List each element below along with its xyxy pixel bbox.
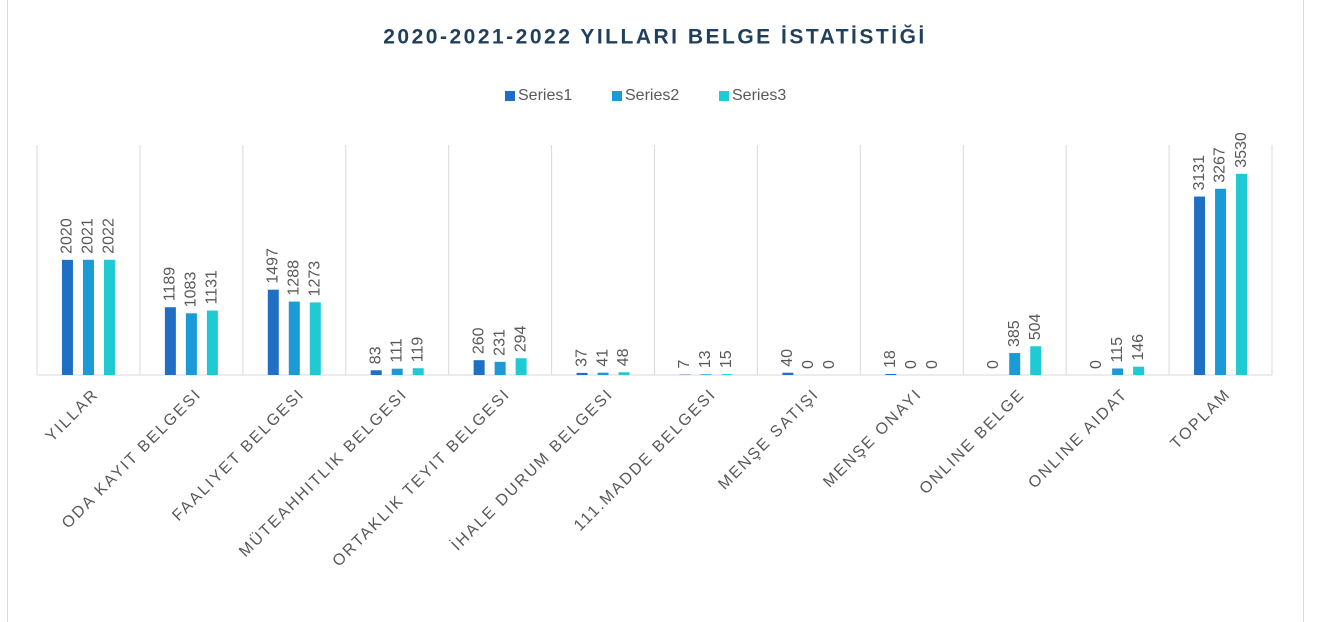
- value-label: 0: [903, 360, 920, 369]
- value-label: 385: [1006, 320, 1023, 347]
- value-label: 111: [388, 338, 405, 362]
- bar: [721, 374, 733, 375]
- value-label: 2021: [80, 218, 97, 254]
- bar: [782, 372, 794, 375]
- value-label: 260: [470, 327, 487, 354]
- bar: [309, 302, 321, 375]
- bar: [515, 358, 527, 375]
- value-label: 83: [367, 346, 384, 364]
- bar: [885, 373, 897, 375]
- value-label: 294: [512, 325, 529, 352]
- value-label: 15: [718, 350, 735, 368]
- bar: [494, 361, 506, 375]
- bar: [164, 307, 176, 375]
- bar: [185, 313, 197, 375]
- legend-label: Series1: [518, 87, 572, 104]
- value-label: 0: [800, 360, 817, 369]
- value-label: 7: [676, 360, 693, 369]
- bar: [700, 374, 712, 375]
- bar: [1215, 188, 1227, 375]
- legend-swatch: [612, 91, 622, 101]
- value-label: 3530: [1233, 132, 1250, 168]
- value-label: 231: [491, 329, 508, 356]
- bar: [61, 259, 73, 375]
- value-label: 0: [821, 360, 838, 369]
- value-label: 119: [409, 337, 426, 363]
- value-label: 37: [573, 349, 590, 367]
- value-label: 41: [594, 349, 611, 367]
- bar: [1194, 196, 1206, 375]
- bar: [370, 370, 382, 375]
- chart-border: [7, 0, 1304, 622]
- bar: [1112, 368, 1124, 375]
- value-label: 504: [1027, 313, 1044, 340]
- value-label: 2020: [59, 218, 76, 254]
- value-label: 13: [697, 350, 714, 368]
- bar: [597, 372, 609, 375]
- bar: [1030, 346, 1042, 375]
- legend-swatch: [505, 91, 515, 101]
- value-label: 1131: [204, 270, 221, 305]
- value-label: 146: [1130, 334, 1147, 361]
- bar: [391, 368, 403, 375]
- value-label: 0: [924, 360, 941, 369]
- bar: [618, 372, 630, 375]
- value-label: 1189: [162, 267, 179, 302]
- value-label: 0: [1088, 360, 1105, 369]
- bar: [576, 372, 588, 375]
- bar: [82, 259, 94, 375]
- value-label: 3131: [1191, 155, 1208, 191]
- bar: [1236, 173, 1248, 375]
- value-label: 115: [1109, 337, 1126, 363]
- bar: [267, 289, 279, 375]
- value-label: 1273: [307, 261, 324, 297]
- bar: [1009, 353, 1021, 375]
- bar: [288, 301, 300, 375]
- value-label: 48: [615, 348, 632, 366]
- value-label: 40: [779, 349, 796, 367]
- bar: [1133, 366, 1145, 375]
- value-label: 0: [985, 360, 1002, 369]
- legend-label: Series2: [625, 87, 679, 104]
- value-label: 1083: [183, 272, 200, 308]
- value-label: 2022: [101, 218, 118, 254]
- value-label: 1288: [286, 260, 303, 296]
- bar: [412, 368, 424, 375]
- value-label: 1497: [265, 248, 282, 284]
- chart-title: 2020-2021-2022 YILLARI BELGE İSTATİSTİĞİ: [383, 25, 926, 49]
- legend-swatch: [719, 91, 729, 101]
- legend-label: Series3: [732, 87, 786, 104]
- value-label: 3267: [1212, 147, 1229, 183]
- bar: [103, 259, 115, 375]
- bar: [473, 360, 485, 375]
- value-label: 18: [882, 350, 899, 368]
- bar: [206, 310, 218, 375]
